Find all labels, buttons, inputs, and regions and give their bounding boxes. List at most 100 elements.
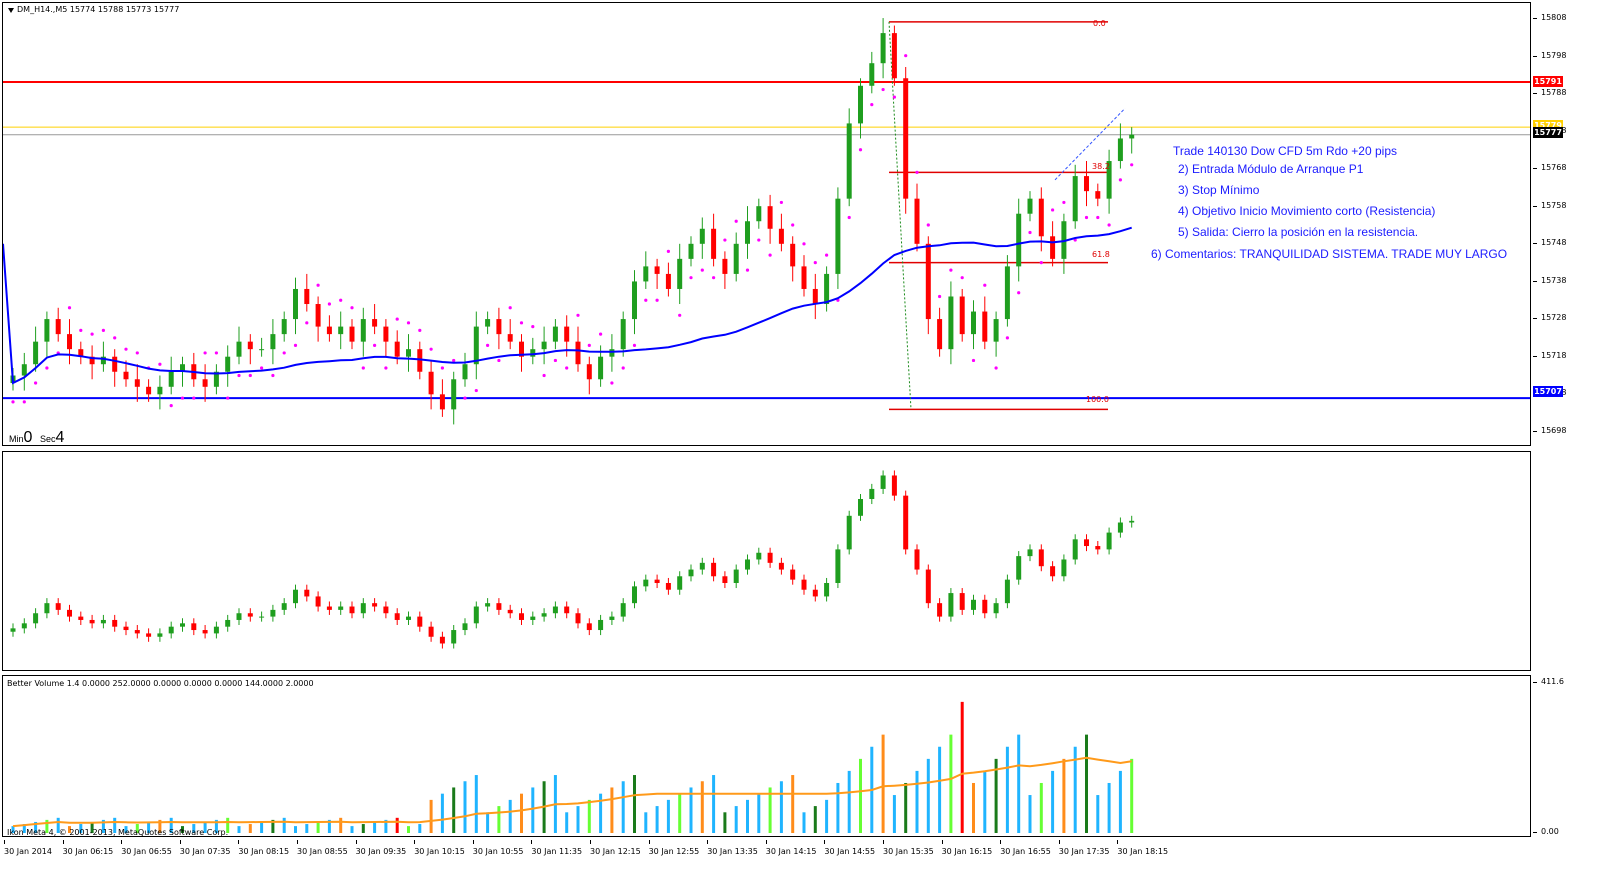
- sar-dot: [519, 321, 524, 325]
- osc-body: [575, 613, 581, 624]
- candle-body: [733, 243, 739, 274]
- indicator-canvas[interactable]: [3, 452, 1531, 671]
- osc-body: [541, 613, 547, 617]
- volume-pane[interactable]: Better Volume 1.4 0.0000 252.0000 0.0000…: [2, 675, 1531, 837]
- sar-dot: [1096, 215, 1100, 220]
- osc-body: [247, 613, 253, 617]
- osc-body: [519, 613, 524, 620]
- candle-body: [982, 311, 988, 342]
- osc-body: [1117, 522, 1123, 533]
- osc-body: [202, 630, 208, 634]
- trade-arrow-line: [1054, 108, 1126, 181]
- osc-body: [925, 569, 931, 604]
- osc-body: [1106, 532, 1112, 550]
- price-axis[interactable]: 15808 15798 15788 15778 15768 15758 1574…: [1532, 2, 1600, 446]
- osc-body: [259, 616, 265, 618]
- osc-body: [157, 633, 163, 637]
- osc-body: [1016, 556, 1022, 580]
- sar-dot: [768, 253, 772, 257]
- sar-dot: [926, 223, 930, 227]
- volume-canvas[interactable]: [3, 676, 1531, 837]
- candle-body: [270, 334, 276, 350]
- time-label: 30 Jan 08:55: [297, 840, 348, 856]
- osc-body: [643, 579, 649, 587]
- candle-body: [439, 394, 445, 410]
- sar-dot: [892, 95, 897, 99]
- candle-body: [632, 281, 637, 320]
- sar-dot: [45, 366, 49, 370]
- candle-body: [213, 371, 219, 387]
- time-label: 30 Jan 2014: [4, 840, 52, 856]
- sar-dot: [90, 332, 94, 336]
- sar-dot: [915, 170, 919, 174]
- candle-body: [1027, 198, 1033, 214]
- candle-body: [586, 364, 592, 380]
- osc-body: [100, 619, 106, 624]
- osc-body: [304, 589, 310, 597]
- osc-body: [609, 616, 615, 620]
- sar-dot: [237, 373, 241, 378]
- candle-body: [1117, 138, 1123, 162]
- candle-body: [677, 258, 683, 289]
- sar-dot: [406, 321, 411, 325]
- fibo-label-61: 61.8: [1092, 250, 1110, 259]
- sar-dot: [666, 249, 671, 253]
- price-chart-pane[interactable]: DM_H14.,M5 15774 15788 15773 15777 Trade…: [2, 2, 1531, 446]
- time-label: 30 Jan 17:35: [1058, 840, 1110, 856]
- last-price-tag: 15777: [1533, 127, 1563, 138]
- sar-dot: [22, 400, 26, 404]
- osc-body: [315, 596, 321, 607]
- candle-body: [722, 258, 728, 274]
- candle-body: [67, 334, 72, 350]
- price-chart-canvas[interactable]: [3, 3, 1531, 446]
- price-tick: 15748: [1532, 238, 1567, 247]
- candle-body: [756, 206, 762, 222]
- candle-body: [485, 319, 491, 327]
- annotation-line-5: 5) Salida: Cierro la posición en la resi…: [1178, 225, 1419, 239]
- candle-body: [609, 349, 615, 357]
- candle-body: [564, 326, 570, 342]
- osc-body: [1061, 559, 1067, 577]
- sar-dot: [1118, 178, 1122, 182]
- annotation-line-3: 3) Stop Mínimo: [1178, 183, 1260, 197]
- candle-body: [123, 371, 129, 380]
- osc-body: [406, 616, 411, 620]
- candle-body: [654, 266, 660, 274]
- sar-dot: [67, 306, 72, 310]
- sar-dot: [621, 366, 625, 370]
- osc-body: [903, 495, 909, 550]
- candle-body: [812, 288, 818, 305]
- candle-body: [259, 349, 265, 351]
- candle-body: [530, 349, 536, 357]
- candle-body: [745, 221, 750, 244]
- sar-dot: [180, 396, 185, 400]
- sar-dot: [192, 396, 196, 400]
- symbol-header: DM_H14.,M5 15774 15788 15773 15777: [17, 5, 180, 14]
- osc-body: [55, 603, 61, 610]
- candle-body: [1084, 176, 1089, 192]
- osc-body: [281, 603, 287, 610]
- osc-body: [360, 603, 366, 614]
- candle-body: [473, 326, 479, 365]
- candle-timer: Min0 Sec4: [9, 429, 64, 445]
- osc-body: [507, 609, 513, 614]
- candle-body: [835, 198, 841, 274]
- osc-body: [564, 606, 570, 614]
- annotation-line-2: 2) Entrada Módulo de Arranque P1: [1178, 162, 1364, 176]
- candle-body: [971, 311, 976, 335]
- triangle-down-icon[interactable]: [8, 8, 14, 13]
- sar-dot: [802, 242, 806, 246]
- time-label: 30 Jan 16:15: [941, 840, 993, 856]
- osc-body: [213, 626, 219, 634]
- copyright-text: Ikon Meta 4, © 2001-2013, MetaQuotes Sof…: [7, 828, 229, 837]
- candle-body: [699, 228, 705, 244]
- time-axis[interactable]: 30 Jan 2014 30 Jan 06:15 30 Jan 06:55 30 Ja…: [0, 840, 1600, 875]
- sar-dot: [474, 388, 478, 393]
- indicator-pane[interactable]: [2, 451, 1531, 671]
- moving-average-line: [3, 226, 1132, 385]
- fibo-label-100: 100.0: [1086, 395, 1109, 404]
- sar-dot: [508, 306, 512, 310]
- candle-body: [801, 266, 807, 289]
- candle-body: [1004, 266, 1010, 320]
- sar-dot: [327, 302, 331, 306]
